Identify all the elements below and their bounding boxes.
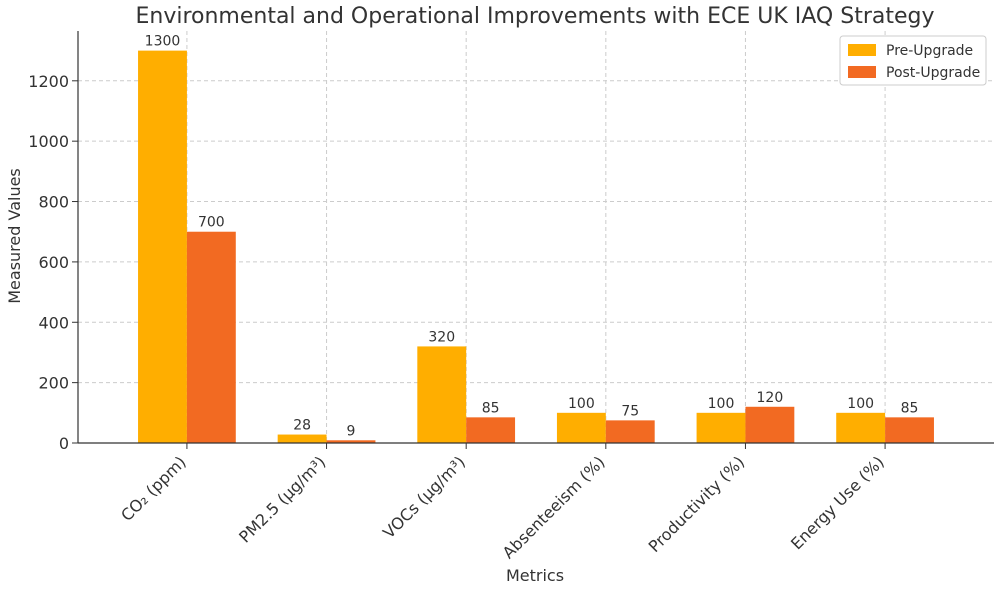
y-tick-label: 800 xyxy=(38,193,69,212)
bar-value-label: 100 xyxy=(847,396,874,412)
x-tick-label: Productivity (%) xyxy=(645,452,749,556)
y-tick-label: 200 xyxy=(38,374,69,393)
x-tick-labels: CO₂ (ppm) PM2.5 (µg/m³) VOCs (µg/m³) Absent… xyxy=(117,452,888,562)
legend: Pre-Upgrade Post-Upgrade xyxy=(839,35,987,86)
bar-value-label: 100 xyxy=(708,396,735,412)
y-tick-label: 0 xyxy=(59,434,69,453)
x-axis-label: Metrics xyxy=(506,566,564,585)
bar-value-label: 120 xyxy=(757,390,784,406)
bar-post-upgrade xyxy=(466,417,516,443)
bar-pre-upgrade xyxy=(417,346,467,443)
chart-title: Environmental and Operational Improvemen… xyxy=(135,4,934,29)
x-tick-label: VOCs (µg/m³) xyxy=(379,452,469,542)
bar-post-upgrade xyxy=(326,440,376,443)
bar-value-labels: 1300 28 320 100 100 100 700 9 85 75 120 85 xyxy=(145,34,919,440)
y-tick-label: 1000 xyxy=(28,132,69,151)
y-tick-label: 600 xyxy=(38,253,69,272)
bar-pre-upgrade xyxy=(836,412,886,443)
bar-pre-upgrade xyxy=(138,50,187,443)
bar-value-label: 100 xyxy=(568,396,595,412)
legend-label-post-upgrade: Post-Upgrade xyxy=(886,65,980,81)
legend-label-pre-upgrade: Pre-Upgrade xyxy=(886,43,973,59)
bar-post-upgrade xyxy=(745,406,795,443)
bar-pre-upgrade xyxy=(696,412,746,443)
bar-post-upgrade xyxy=(605,420,655,443)
bar-value-label: 9 xyxy=(347,423,356,439)
bar-value-label: 85 xyxy=(901,400,919,416)
bar-value-label: 85 xyxy=(482,400,500,416)
bar-value-label: 28 xyxy=(293,418,311,434)
bar-value-label: 1300 xyxy=(145,34,181,50)
bar-value-label: 700 xyxy=(198,215,225,231)
bar-value-label: 75 xyxy=(621,403,639,419)
y-tick-label: 400 xyxy=(38,313,69,332)
legend-swatch-post-upgrade xyxy=(848,66,876,78)
bars xyxy=(138,50,934,443)
x-tick-label: Absenteeism (%) xyxy=(499,452,609,562)
bar-pre-upgrade xyxy=(277,434,327,443)
axes xyxy=(72,31,994,449)
bar-post-upgrade xyxy=(186,231,236,443)
y-axis-label: Measured Values xyxy=(5,168,24,304)
x-tick-label: PM2.5 (µg/m³) xyxy=(235,452,329,546)
y-tick-labels: 0 200 400 600 800 1000 1200 xyxy=(28,72,69,453)
bar-post-upgrade xyxy=(885,417,934,443)
x-tick-label: Energy Use (%) xyxy=(787,452,888,553)
y-tick-label: 1200 xyxy=(28,72,69,91)
legend-box xyxy=(839,35,987,86)
legend-swatch-pre-upgrade xyxy=(848,44,876,56)
x-tick-label: CO₂ (ppm) xyxy=(117,452,190,525)
bar-value-label: 320 xyxy=(428,329,455,345)
bar-pre-upgrade xyxy=(556,412,606,443)
